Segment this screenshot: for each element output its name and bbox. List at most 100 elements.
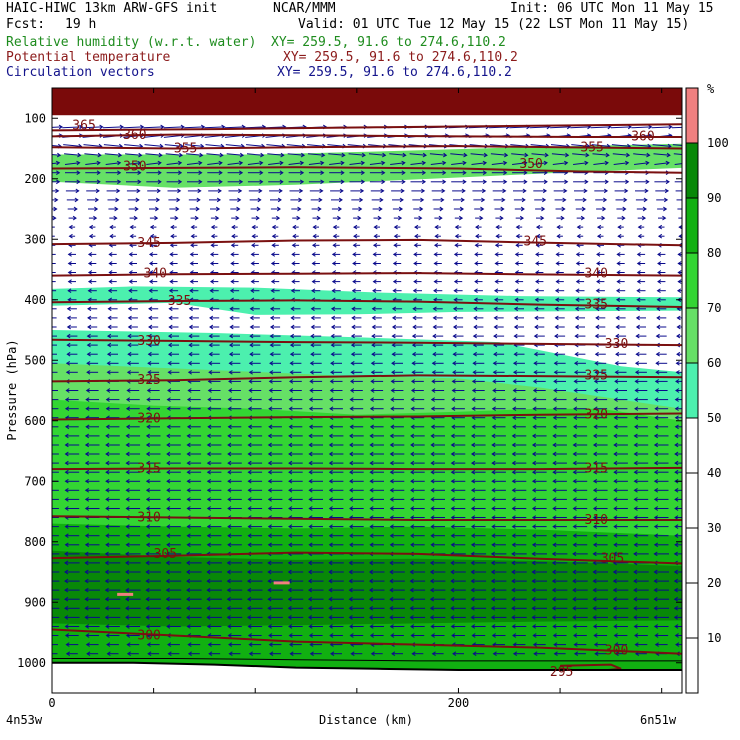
wind-vector bbox=[84, 469, 100, 475]
wind-vector-head bbox=[186, 560, 191, 566]
wind-vector bbox=[452, 370, 464, 375]
wind-vector bbox=[412, 315, 423, 321]
wind-vector bbox=[553, 360, 566, 366]
wind-vector-head bbox=[105, 524, 110, 529]
wind-vector bbox=[491, 460, 506, 466]
wind-vector bbox=[190, 215, 199, 221]
wind-vector bbox=[657, 270, 666, 275]
wind-vector bbox=[105, 170, 122, 176]
wind-vector bbox=[674, 542, 682, 548]
wind-vector-head bbox=[677, 279, 682, 284]
wind-vector bbox=[369, 460, 384, 466]
wind-vector bbox=[594, 360, 607, 366]
wind-vector-head bbox=[561, 206, 566, 212]
wind-vector bbox=[107, 197, 120, 203]
wind-vector bbox=[288, 478, 303, 484]
wind-vector bbox=[531, 560, 547, 566]
wind-vector bbox=[145, 478, 161, 484]
wind-vector bbox=[535, 233, 543, 239]
wind-vector-head bbox=[654, 397, 659, 402]
wind-vector bbox=[634, 179, 650, 185]
wind-vector bbox=[145, 433, 161, 439]
wind-vector bbox=[392, 261, 402, 266]
wind-vector bbox=[634, 406, 648, 411]
wind-vector-head bbox=[491, 460, 496, 466]
wind-vector-head bbox=[310, 306, 315, 312]
wind-vector-head bbox=[189, 279, 194, 284]
wind-vector-head bbox=[410, 515, 415, 520]
wind-vector bbox=[145, 442, 161, 448]
wind-vector-head bbox=[462, 170, 467, 176]
wind-vector-head bbox=[655, 333, 660, 339]
wind-vector-head bbox=[552, 542, 557, 548]
wind-vector bbox=[268, 397, 282, 402]
wind-vector bbox=[636, 279, 646, 284]
wind-vector bbox=[614, 360, 627, 366]
wind-vector bbox=[332, 215, 342, 221]
wind-vector bbox=[473, 324, 484, 330]
wind-vector-shaft bbox=[82, 126, 103, 129]
wind-vector-head bbox=[106, 342, 112, 348]
wind-vector bbox=[145, 542, 161, 548]
wind-vector bbox=[411, 188, 426, 194]
wind-vector-head bbox=[87, 279, 93, 284]
wind-vector bbox=[310, 324, 321, 330]
wind-vector-head bbox=[288, 451, 293, 457]
wind-vector bbox=[574, 324, 585, 330]
wind-vector bbox=[102, 124, 124, 130]
wind-vector-head bbox=[45, 552, 48, 556]
wind-vector bbox=[292, 233, 299, 239]
wind-vector bbox=[52, 179, 61, 185]
wind-vector-head bbox=[46, 380, 49, 384]
wind-vector-head bbox=[634, 379, 639, 384]
wind-vector bbox=[310, 351, 322, 357]
wind-vector bbox=[613, 451, 628, 457]
wind-vector-head bbox=[268, 388, 273, 393]
wind-vector-head bbox=[267, 451, 272, 457]
wind-vector-head bbox=[186, 460, 191, 466]
wind-vector-head bbox=[311, 242, 317, 248]
wind-vector-head bbox=[653, 542, 659, 548]
wind-vector-head bbox=[655, 360, 660, 366]
wind-vector-head bbox=[267, 578, 272, 584]
wind-vector bbox=[163, 124, 185, 130]
wind-vector bbox=[350, 351, 362, 357]
wind-vector-head bbox=[290, 306, 295, 312]
wind-vector bbox=[105, 469, 120, 475]
wind-vector bbox=[311, 252, 320, 257]
wind-vector bbox=[249, 324, 260, 330]
wind-vector-head bbox=[190, 242, 195, 248]
wind-vector-head bbox=[462, 160, 467, 166]
wind-vector bbox=[86, 188, 100, 194]
wind-vector-head bbox=[198, 170, 203, 176]
wind-vector bbox=[165, 152, 184, 158]
wind-vector bbox=[125, 497, 141, 502]
wind-vector bbox=[453, 279, 463, 284]
wind-vector bbox=[145, 587, 161, 593]
wind-vector-head bbox=[227, 478, 232, 484]
wind-vector-head bbox=[166, 487, 171, 493]
wind-vector-head bbox=[552, 451, 557, 457]
wind-vector bbox=[514, 297, 524, 303]
wind-vector-head bbox=[145, 587, 150, 593]
wind-vector-head bbox=[166, 442, 171, 448]
wind-vector bbox=[307, 578, 324, 584]
wind-vector-head bbox=[64, 487, 69, 493]
wind-vector-head bbox=[433, 297, 438, 303]
wind-vector bbox=[452, 324, 464, 330]
wind-vector-shaft bbox=[530, 144, 549, 147]
wind-vector-head bbox=[613, 442, 618, 448]
wind-vector-head bbox=[613, 487, 618, 493]
wind-vector bbox=[573, 160, 589, 166]
wind-vector-head bbox=[340, 160, 345, 166]
wind-vector-head bbox=[216, 197, 222, 203]
wind-vector-head bbox=[389, 469, 394, 475]
wind-vector bbox=[227, 442, 242, 448]
wind-vector-head bbox=[511, 542, 516, 548]
wind-vector bbox=[288, 460, 303, 466]
wind-vector bbox=[227, 478, 242, 484]
wind-vector-head bbox=[613, 433, 618, 439]
wind-vector bbox=[653, 506, 669, 511]
wind-vector-head bbox=[247, 533, 252, 539]
wind-vector-head bbox=[125, 424, 131, 430]
